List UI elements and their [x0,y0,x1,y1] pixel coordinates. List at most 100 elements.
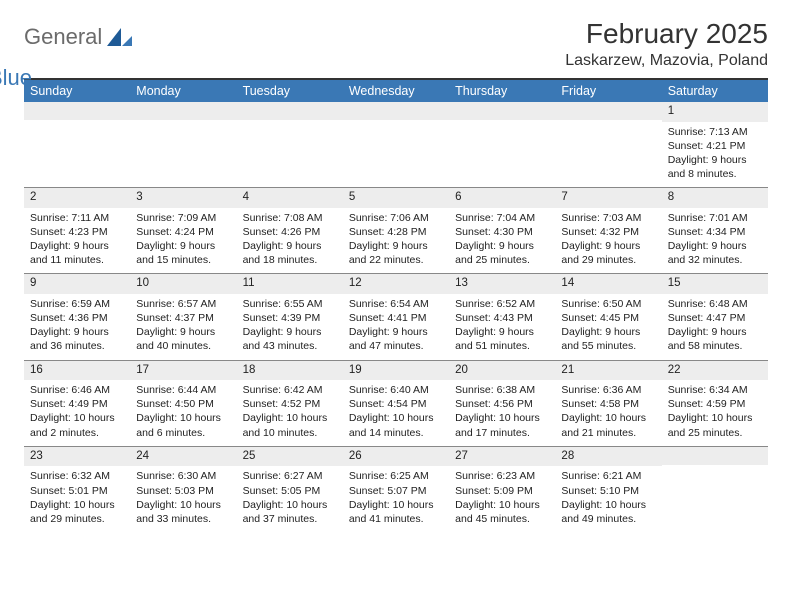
sunset-line: Sunset: 4:24 PM [136,225,230,239]
sunrise-line: Sunrise: 6:30 AM [136,469,230,483]
daylight-line: Daylight: 9 hours and 58 minutes. [668,325,762,353]
day-cell: 5Sunrise: 7:06 AMSunset: 4:28 PMDaylight… [343,188,449,273]
day-cell: 26Sunrise: 6:25 AMSunset: 5:07 PMDayligh… [343,447,449,532]
day-cell [449,102,555,187]
sunset-line: Sunset: 4:59 PM [668,397,762,411]
day-number: 28 [555,447,661,467]
day-number: 12 [343,274,449,294]
header: General Blue February 2025 Laskarzew, Ma… [24,18,768,72]
day-number [343,102,449,120]
day-number [130,102,236,120]
day-cell: 6Sunrise: 7:04 AMSunset: 4:30 PMDaylight… [449,188,555,273]
weekday-label: Thursday [449,80,555,102]
day-cell: 7 Sunrise: 7:03 AMSunset: 4:32 PMDaylight… [555,188,661,273]
daylight-line: Daylight: 10 hours and 37 minutes. [243,498,337,526]
day-cell: 16Sunrise: 6:46 AMSunset: 4:49 PMDayligh… [24,361,130,446]
day-cell: 19Sunrise: 6:40 AMSunset: 4:54 PMDayligh… [343,361,449,446]
sunrise-line: Sunrise: 6:44 AM [136,383,230,397]
day-number: 19 [343,361,449,381]
daylight-line: Daylight: 10 hours and 14 minutes. [349,411,443,439]
location: Laskarzew, Mazovia, Poland [565,52,768,70]
daylight-line: Daylight: 9 hours and 47 minutes. [349,325,443,353]
sunset-line: Sunset: 4:50 PM [136,397,230,411]
day-number: 3 [130,188,236,208]
day-cell: 27Sunrise: 6:23 AMSunset: 5:09 PMDayligh… [449,447,555,532]
week-row: 1Sunrise: 7:13 AMSunset: 4:21 PMDaylight… [24,102,768,188]
sunrise-line: Sunrise: 6:59 AM [30,297,124,311]
day-cell: 22 Sunrise: 6:34 AMSunset: 4:59 PMDayligh… [662,361,768,446]
sunrise-line: Sunrise: 6:34 AM [668,383,762,397]
weeks-container: 1Sunrise: 7:13 AMSunset: 4:21 PMDaylight… [24,102,768,532]
daylight-line: Daylight: 9 hours and 36 minutes. [30,325,124,353]
day-cell [555,102,661,187]
daylight-line: Daylight: 9 hours and 32 minutes. [668,239,762,267]
day-number: 4 [237,188,343,208]
day-number: 22 [662,361,768,381]
daylight-line: Daylight: 10 hours and 29 minutes. [30,498,124,526]
daylight-line: Daylight: 10 hours and 6 minutes. [136,411,230,439]
daylight-line: Daylight: 10 hours and 2 minutes. [30,411,124,439]
day-number: 6 [449,188,555,208]
daylight-line: Daylight: 10 hours and 33 minutes. [136,498,230,526]
month-title: February 2025 [565,18,768,50]
sunset-line: Sunset: 4:52 PM [243,397,337,411]
day-number: 20 [449,361,555,381]
day-cell: 21Sunrise: 6:36 AMSunset: 4:58 PMDayligh… [555,361,661,446]
sunset-line: Sunset: 5:01 PM [30,484,124,498]
sunrise-line: Sunrise: 6:48 AM [668,297,762,311]
sunset-line: Sunset: 4:30 PM [455,225,549,239]
sunrise-line: Sunrise: 6:55 AM [243,297,337,311]
logo-sail-icon [107,28,133,53]
day-cell: 8Sunrise: 7:01 AMSunset: 4:34 PMDaylight… [662,188,768,273]
day-number: 23 [24,447,130,467]
day-cell: 2Sunrise: 7:11 AMSunset: 4:23 PMDaylight… [24,188,130,273]
day-cell: 12Sunrise: 6:54 AMSunset: 4:41 PMDayligh… [343,274,449,359]
sunset-line: Sunset: 4:39 PM [243,311,337,325]
day-number: 15 [662,274,768,294]
week-row: 9Sunrise: 6:59 AMSunset: 4:36 PMDaylight… [24,274,768,360]
daylight-line: Daylight: 9 hours and 15 minutes. [136,239,230,267]
daylight-line: Daylight: 10 hours and 17 minutes. [455,411,549,439]
day-number [24,102,130,120]
week-row: 2Sunrise: 7:11 AMSunset: 4:23 PMDaylight… [24,188,768,274]
day-number: 8 [662,188,768,208]
day-number: 21 [555,361,661,381]
sunset-line: Sunset: 4:49 PM [30,397,124,411]
weekday-header: Sunday Monday Tuesday Wednesday Thursday… [24,80,768,102]
daylight-line: Daylight: 10 hours and 25 minutes. [668,411,762,439]
sunset-line: Sunset: 4:47 PM [668,311,762,325]
day-number: 9 [24,274,130,294]
day-number [449,102,555,120]
sunrise-line: Sunrise: 6:21 AM [561,469,655,483]
sunrise-line: Sunrise: 6:54 AM [349,297,443,311]
day-cell: 3 Sunrise: 7:09 AMSunset: 4:24 PMDaylight… [130,188,236,273]
sunrise-line: Sunrise: 7:09 AM [136,211,230,225]
sunset-line: Sunset: 5:10 PM [561,484,655,498]
day-number: 18 [237,361,343,381]
daylight-line: Daylight: 9 hours and 29 minutes. [561,239,655,267]
sunset-line: Sunset: 5:09 PM [455,484,549,498]
sunset-line: Sunset: 4:32 PM [561,225,655,239]
sunrise-line: Sunrise: 6:38 AM [455,383,549,397]
sunset-line: Sunset: 4:58 PM [561,397,655,411]
day-cell [130,102,236,187]
day-cell: 1Sunrise: 7:13 AMSunset: 4:21 PMDaylight… [662,102,768,187]
daylight-line: Daylight: 10 hours and 49 minutes. [561,498,655,526]
sunrise-line: Sunrise: 7:03 AM [561,211,655,225]
day-number: 10 [130,274,236,294]
daylight-line: Daylight: 9 hours and 22 minutes. [349,239,443,267]
day-cell: 10Sunrise: 6:57 AMSunset: 4:37 PMDayligh… [130,274,236,359]
weekday-label: Sunday [24,80,130,102]
day-cell: 24Sunrise: 6:30 AMSunset: 5:03 PMDayligh… [130,447,236,532]
day-cell [237,102,343,187]
sunrise-line: Sunrise: 6:32 AM [30,469,124,483]
day-cell: 23 Sunrise: 6:32 AMSunset: 5:01 PMDayligh… [24,447,130,532]
weekday-label: Friday [555,80,661,102]
daylight-line: Daylight: 10 hours and 10 minutes. [243,411,337,439]
day-number: 2 [24,188,130,208]
title-block: February 2025 Laskarzew, Mazovia, Poland [565,18,768,70]
day-number: 7 [555,188,661,208]
week-row: 16Sunrise: 6:46 AMSunset: 4:49 PMDayligh… [24,361,768,447]
sunset-line: Sunset: 4:37 PM [136,311,230,325]
sunrise-line: Sunrise: 7:08 AM [243,211,337,225]
